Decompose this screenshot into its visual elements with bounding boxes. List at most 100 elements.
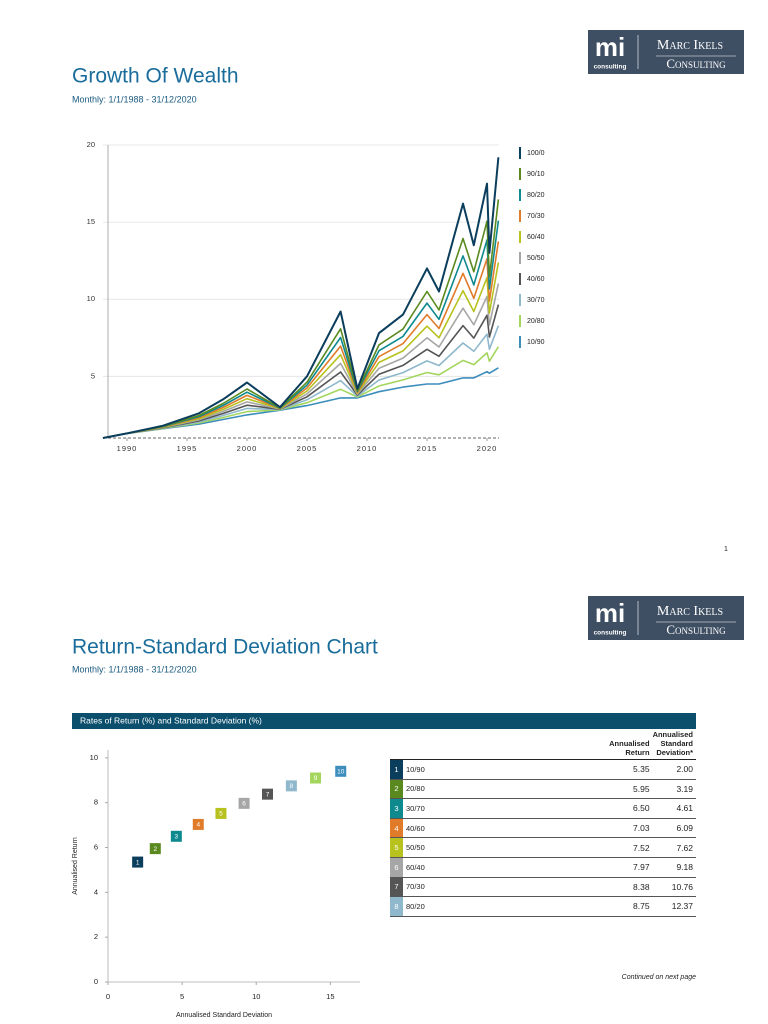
legend-label: 10/90 <box>527 339 545 346</box>
row-number: 6 <box>390 857 403 878</box>
point <box>132 856 144 868</box>
table-row: 3 30/70 6.50 4.61 <box>390 798 696 819</box>
sd-cell: 10.76 <box>652 877 696 898</box>
x-tick-label: 1990 <box>117 444 138 453</box>
row-label: 40/60 <box>403 818 610 839</box>
data-table: Annualised Return Annualised Standard De… <box>390 730 696 917</box>
x-tick-label: 1995 <box>177 444 198 453</box>
table-row: 6 60/40 7.97 9.18 <box>390 857 696 878</box>
x-tick-label: 2000 <box>237 444 258 453</box>
point <box>238 797 250 809</box>
row-number: 2 <box>390 779 403 800</box>
x-tick-label: 2010 <box>357 444 378 453</box>
sd-cell: 3.19 <box>652 779 696 800</box>
return-cell: 5.35 <box>609 759 653 780</box>
row-number: 4 <box>390 818 403 839</box>
return-cell: 8.38 <box>609 877 653 898</box>
legend-swatch <box>519 252 521 264</box>
table-row: 7 70/30 8.38 10.76 <box>390 877 696 898</box>
return-cell: 7.52 <box>609 837 653 858</box>
return-cell: 7.97 <box>609 857 653 878</box>
logo-name: Consulting <box>666 622 726 637</box>
row-label: 10/90 <box>403 759 610 780</box>
y-tick-label: 15 <box>87 217 95 226</box>
y-tick-label: 8 <box>94 798 98 807</box>
point <box>262 788 274 800</box>
legend-label: 20/80 <box>527 318 545 325</box>
point-label: 5 <box>219 811 223 818</box>
point <box>215 807 227 819</box>
legend-swatch <box>519 315 521 327</box>
legend-label: 60/40 <box>527 234 545 241</box>
table-row: 2 20/80 5.95 3.19 <box>390 779 696 800</box>
table-row: 1 10/90 5.35 2.00 <box>390 759 696 780</box>
legend-swatch <box>519 273 521 285</box>
logo-sub: consulting <box>594 64 627 71</box>
series-line <box>102 304 500 439</box>
y-tick-label: 5 <box>91 371 95 380</box>
footnote: Continued on next page <box>622 974 696 981</box>
page-number: 1 <box>724 546 728 553</box>
x-tick-label: 2015 <box>417 444 438 453</box>
point <box>285 780 297 792</box>
series-line <box>102 367 499 439</box>
point <box>310 772 322 784</box>
legend-label: 100/0 <box>527 150 545 157</box>
point <box>335 765 347 777</box>
point-label: 7 <box>266 791 270 798</box>
table-row: 5 50/50 7.52 7.62 <box>390 837 696 858</box>
legend-label: 80/20 <box>527 192 545 199</box>
y-tick-label: 10 <box>90 753 98 762</box>
point <box>149 843 161 855</box>
page-subtitle: Monthly: 1/1/1988 - 31/12/2020 <box>72 94 197 104</box>
point-label: 2 <box>153 846 157 853</box>
banner-text: Rates of Return (%) and Standard Deviati… <box>80 715 262 725</box>
return-cell: 8.75 <box>609 896 653 917</box>
logo-box <box>588 30 744 74</box>
row-label: 30/70 <box>403 798 610 819</box>
header-cell <box>390 730 610 760</box>
legend-label: 50/50 <box>527 255 545 262</box>
legend-swatch <box>519 147 521 159</box>
legend-swatch <box>519 189 521 201</box>
point-label: 9 <box>314 775 318 782</box>
legend-swatch <box>519 231 521 243</box>
banner <box>72 713 696 729</box>
logo: mi consulting Marc Ikels Consulting <box>588 30 744 74</box>
page-title: Growth Of Wealth <box>72 65 239 88</box>
page-subtitle: Monthly: 1/1/1988 - 31/12/2020 <box>72 664 197 674</box>
point-label: 3 <box>175 834 179 841</box>
legend-label: 70/30 <box>527 213 545 220</box>
point-label: 8 <box>290 783 294 790</box>
series-line <box>102 346 500 439</box>
legend-label: 40/60 <box>527 276 545 283</box>
series-line <box>102 241 500 439</box>
row-label: 70/30 <box>403 877 610 898</box>
point-label: 1 <box>136 859 140 866</box>
x-tick-label: 2020 <box>477 444 498 453</box>
x-tick-label: 15 <box>326 992 334 1001</box>
logo-box <box>588 596 744 640</box>
return-cell: 5.95 <box>609 779 653 800</box>
row-number: 1 <box>390 759 403 780</box>
series-line <box>102 283 500 439</box>
point-label: 10 <box>337 769 345 776</box>
table-row: 8 80/20 8.75 12.37 <box>390 896 696 917</box>
point-label: 4 <box>196 822 200 829</box>
y-tick-label: 4 <box>94 887 98 896</box>
logo-sub: consulting <box>594 630 627 637</box>
legend-swatch <box>519 168 521 180</box>
logo-mark: mi <box>595 32 625 62</box>
logo-name: Marc Ikels <box>657 38 723 53</box>
logo-name: Marc Ikels <box>657 604 723 619</box>
sd-cell: 9.18 <box>652 857 696 878</box>
legend-label: 30/70 <box>527 297 545 304</box>
logo-mark: mi <box>595 598 625 628</box>
legend-label: 90/10 <box>527 171 545 178</box>
sd-cell: 7.62 <box>652 837 696 858</box>
logo-name: Consulting <box>666 56 726 71</box>
series-line <box>102 157 500 439</box>
y-tick-label: 0 <box>94 977 98 986</box>
sd-cell: 12.37 <box>652 896 696 917</box>
